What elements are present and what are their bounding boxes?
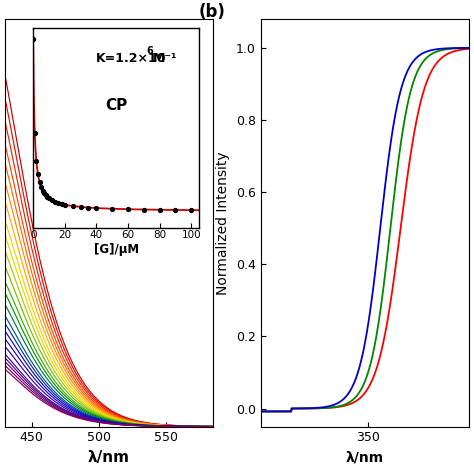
X-axis label: λ/nm: λ/nm [346, 450, 384, 464]
X-axis label: [G]/μM: [G]/μM [93, 243, 139, 256]
Text: 6: 6 [147, 46, 154, 56]
Text: M⁻¹: M⁻¹ [153, 52, 177, 65]
Y-axis label: Normalized Intensity: Normalized Intensity [216, 151, 230, 295]
X-axis label: λ/nm: λ/nm [88, 450, 130, 465]
Text: K=1.2×10: K=1.2×10 [96, 52, 167, 65]
Text: CP: CP [105, 98, 127, 113]
Text: (b): (b) [198, 3, 225, 21]
